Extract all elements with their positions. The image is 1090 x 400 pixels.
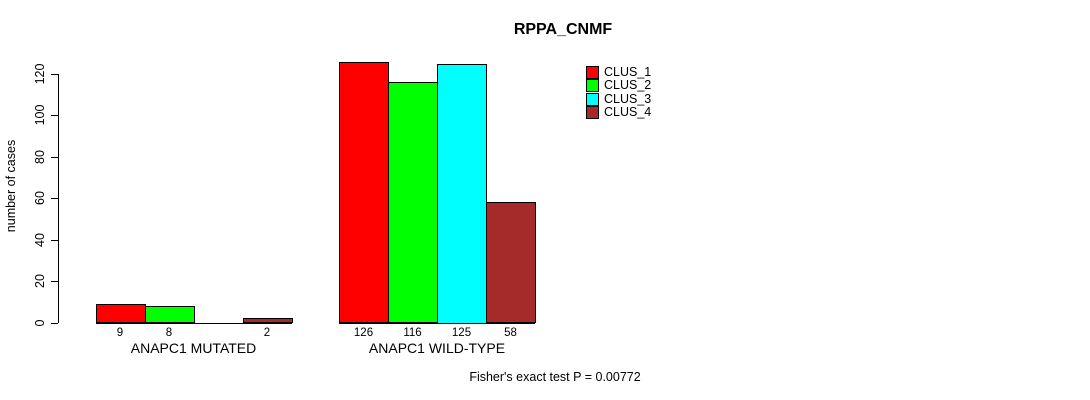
bar-value-label: 126	[353, 327, 374, 339]
legend-label: CLUS_2	[604, 78, 652, 93]
legend-swatch-clus_2	[586, 79, 599, 93]
y-tick-mark	[51, 281, 58, 283]
legend-swatch-clus_1	[586, 66, 599, 79]
bar-clus_3	[437, 63, 487, 324]
bar-clus_1	[95, 303, 146, 324]
bar-value-label: 125	[451, 327, 472, 339]
y-tick-mark	[51, 73, 58, 75]
bar-clus_2	[144, 305, 195, 324]
bar-clus_4	[242, 318, 293, 324]
bar-value-label: 2	[263, 327, 271, 339]
bar-value-label: 116	[403, 327, 422, 339]
bar-clus_4	[486, 202, 536, 324]
chart-title: RPPA_CNMF	[513, 21, 613, 38]
footer-annotation: Fisher's exact test P = 0.00772	[469, 370, 641, 384]
y-tick-label: 60	[33, 191, 47, 206]
bar-clus_1	[339, 61, 389, 324]
bar-clus_2	[388, 82, 438, 324]
bar-value-label: 9	[116, 327, 124, 339]
x-group-label: ANAPC1 WILD-TYPE	[368, 340, 506, 356]
bar-value-label: 8	[165, 327, 173, 339]
legend-swatch-clus_4	[586, 106, 599, 120]
legend-label: CLUS_4	[604, 105, 652, 120]
x-group-label: ANAPC1 MUTATED	[130, 340, 257, 356]
y-tick-label: 80	[33, 149, 47, 164]
y-tick-label: 20	[33, 274, 47, 289]
y-tick-label: 100	[33, 104, 47, 126]
y-tick-mark	[51, 239, 58, 241]
y-axis-label: number of cases	[4, 139, 18, 233]
bar-value-label: 58	[504, 327, 517, 339]
legend-label: CLUS_1	[604, 65, 652, 79]
y-tick-mark	[51, 115, 58, 117]
y-tick-label: 0	[33, 319, 47, 326]
y-tick-mark	[51, 156, 58, 158]
y-tick-mark	[51, 198, 58, 200]
legend-label: CLUS_3	[604, 91, 652, 106]
y-tick-label: 40	[33, 232, 47, 247]
y-tick-mark	[51, 322, 58, 324]
y-tick-label: 120	[33, 63, 47, 85]
legend-swatch-clus_3	[586, 92, 599, 106]
y-axis-line	[58, 74, 59, 323]
